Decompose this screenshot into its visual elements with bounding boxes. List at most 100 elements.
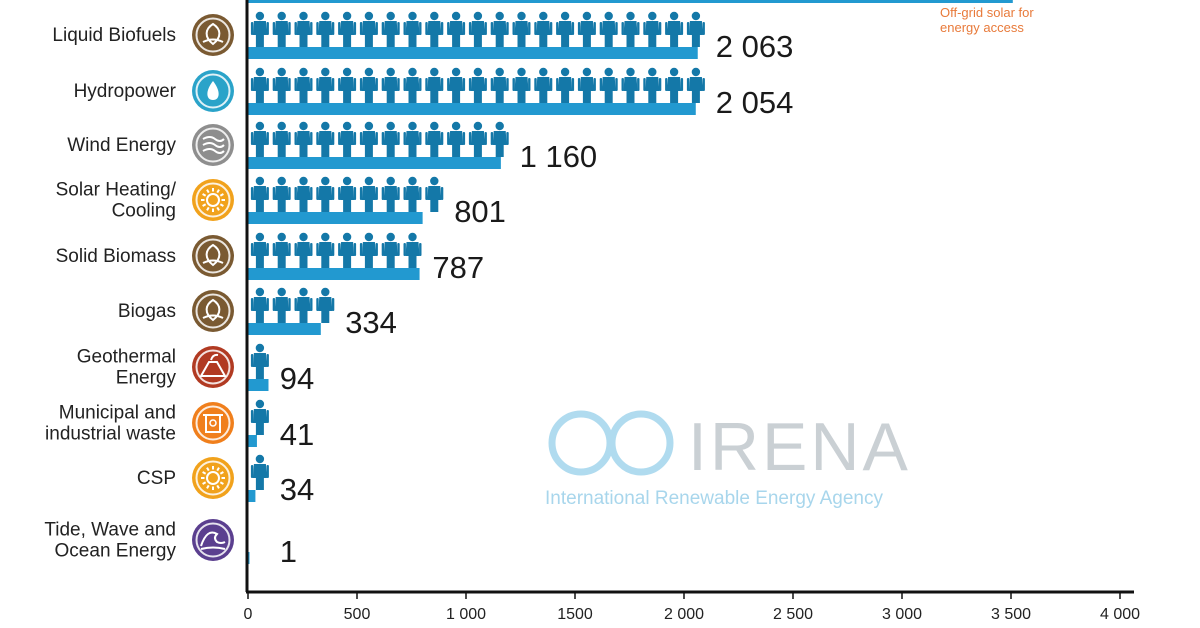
category-label: CSP bbox=[137, 468, 176, 489]
x-tick-label: 4 000 bbox=[1100, 606, 1140, 623]
geothermal-volcano-icon bbox=[192, 346, 234, 388]
person-icon bbox=[425, 11, 444, 47]
person-icon bbox=[272, 287, 291, 323]
category-label: Municipal and industrial waste bbox=[45, 403, 176, 445]
person-icon bbox=[294, 232, 313, 268]
person-icon bbox=[447, 121, 466, 157]
person-icon bbox=[250, 287, 269, 323]
person-icon bbox=[665, 11, 684, 47]
axes: 0 500 1 000 1500 2 000 2 500 3 000 3 500 4 000 bbox=[244, 0, 1140, 623]
person-icon bbox=[250, 121, 269, 157]
bar bbox=[248, 323, 321, 335]
bar bbox=[248, 490, 256, 502]
person-icon bbox=[294, 176, 313, 212]
person-icon bbox=[447, 67, 466, 103]
x-tick-label: 1500 bbox=[557, 606, 593, 623]
person-icon bbox=[359, 121, 378, 157]
person-icon bbox=[490, 67, 509, 103]
value-label: 34 bbox=[280, 472, 314, 507]
category-label: Biogas bbox=[118, 301, 176, 322]
person-icon bbox=[381, 232, 400, 268]
wind-icon bbox=[192, 124, 234, 166]
x-tick-label: 2 500 bbox=[773, 606, 813, 623]
person-icon bbox=[338, 11, 357, 47]
chart-row: Wind Energy 1 160 bbox=[67, 121, 598, 174]
person-icon bbox=[272, 176, 291, 212]
person-icon bbox=[621, 67, 640, 103]
solar-sun-icon bbox=[192, 179, 234, 221]
category-label: Hydropower bbox=[74, 81, 177, 102]
chart-row: CSP 34 bbox=[137, 454, 314, 507]
chart-row: Solid Biomass 787 bbox=[56, 232, 484, 285]
person-icon bbox=[403, 11, 422, 47]
hydropower-drop-icon bbox=[192, 70, 234, 112]
person-icon bbox=[534, 67, 553, 103]
value-label: 1 160 bbox=[520, 139, 598, 174]
person-icon bbox=[425, 67, 444, 103]
value-label: 2 054 bbox=[716, 85, 794, 120]
person-icon bbox=[403, 176, 422, 212]
person-icon bbox=[468, 11, 487, 47]
person-icon bbox=[403, 121, 422, 157]
person-icon bbox=[250, 454, 269, 490]
person-icon bbox=[316, 232, 335, 268]
person-icon bbox=[425, 176, 444, 212]
x-tick-label: 0 bbox=[244, 606, 253, 623]
chart-row: Tide, Wave and Ocean Energy 1 bbox=[44, 519, 297, 569]
person-icon bbox=[272, 67, 291, 103]
category-label: Solar Heating/Cooling bbox=[56, 180, 177, 222]
person-icon bbox=[294, 67, 313, 103]
person-icon bbox=[686, 11, 705, 47]
bar bbox=[248, 157, 501, 169]
person-icon bbox=[359, 67, 378, 103]
person-icon bbox=[490, 121, 509, 157]
value-label: 801 bbox=[454, 194, 506, 229]
person-icon bbox=[468, 67, 487, 103]
person-icon bbox=[359, 232, 378, 268]
irena-watermark: IRENA International Renewable Energy Age… bbox=[545, 409, 911, 509]
irena-logo-icon bbox=[548, 410, 674, 476]
person-icon bbox=[316, 176, 335, 212]
off-grid-note-line: Off-grid solar for bbox=[940, 5, 1034, 20]
person-icon bbox=[599, 67, 618, 103]
x-tick-label: 3 000 bbox=[882, 606, 922, 623]
value-label: 41 bbox=[280, 417, 314, 452]
person-icon bbox=[490, 11, 509, 47]
person-icon bbox=[316, 121, 335, 157]
bar bbox=[248, 103, 696, 115]
chart-row: Hydropower 2 054 bbox=[74, 67, 794, 120]
biogas-leaf-icon bbox=[192, 290, 234, 332]
chart-row: Liquid Biofuels 2 063 bbox=[52, 11, 794, 64]
person-icon bbox=[250, 343, 269, 379]
person-icon bbox=[338, 121, 357, 157]
person-icon bbox=[577, 11, 596, 47]
bar-off-grid-solar bbox=[248, 0, 1013, 3]
off-grid-note-line: energy access bbox=[940, 20, 1024, 35]
person-icon bbox=[556, 67, 575, 103]
person-icon bbox=[643, 11, 662, 47]
bar bbox=[248, 212, 423, 224]
watermark-subtitle: International Renewable Energy Agency bbox=[545, 488, 884, 509]
person-icon bbox=[686, 67, 705, 103]
value-label: 2 063 bbox=[716, 29, 794, 64]
person-icon bbox=[272, 121, 291, 157]
person-icon bbox=[403, 67, 422, 103]
person-icon bbox=[294, 11, 313, 47]
chart-row: Geothermal Energy 94 bbox=[77, 343, 314, 396]
chart-row: Municipal and industrial waste 41 bbox=[45, 399, 314, 452]
person-icon bbox=[665, 67, 684, 103]
x-tick-label: 3 500 bbox=[991, 606, 1031, 623]
x-tick-label: 1 000 bbox=[446, 606, 486, 623]
watermark-title: IRENA bbox=[688, 409, 911, 485]
person-icon bbox=[381, 11, 400, 47]
bar bbox=[248, 379, 269, 391]
person-icon bbox=[250, 399, 269, 435]
value-label: 1 bbox=[280, 534, 297, 569]
value-label: 787 bbox=[432, 250, 484, 285]
person-icon bbox=[272, 232, 291, 268]
person-icon bbox=[381, 67, 400, 103]
csp-sun-icon bbox=[192, 457, 234, 499]
person-icon bbox=[316, 67, 335, 103]
person-icon bbox=[294, 121, 313, 157]
